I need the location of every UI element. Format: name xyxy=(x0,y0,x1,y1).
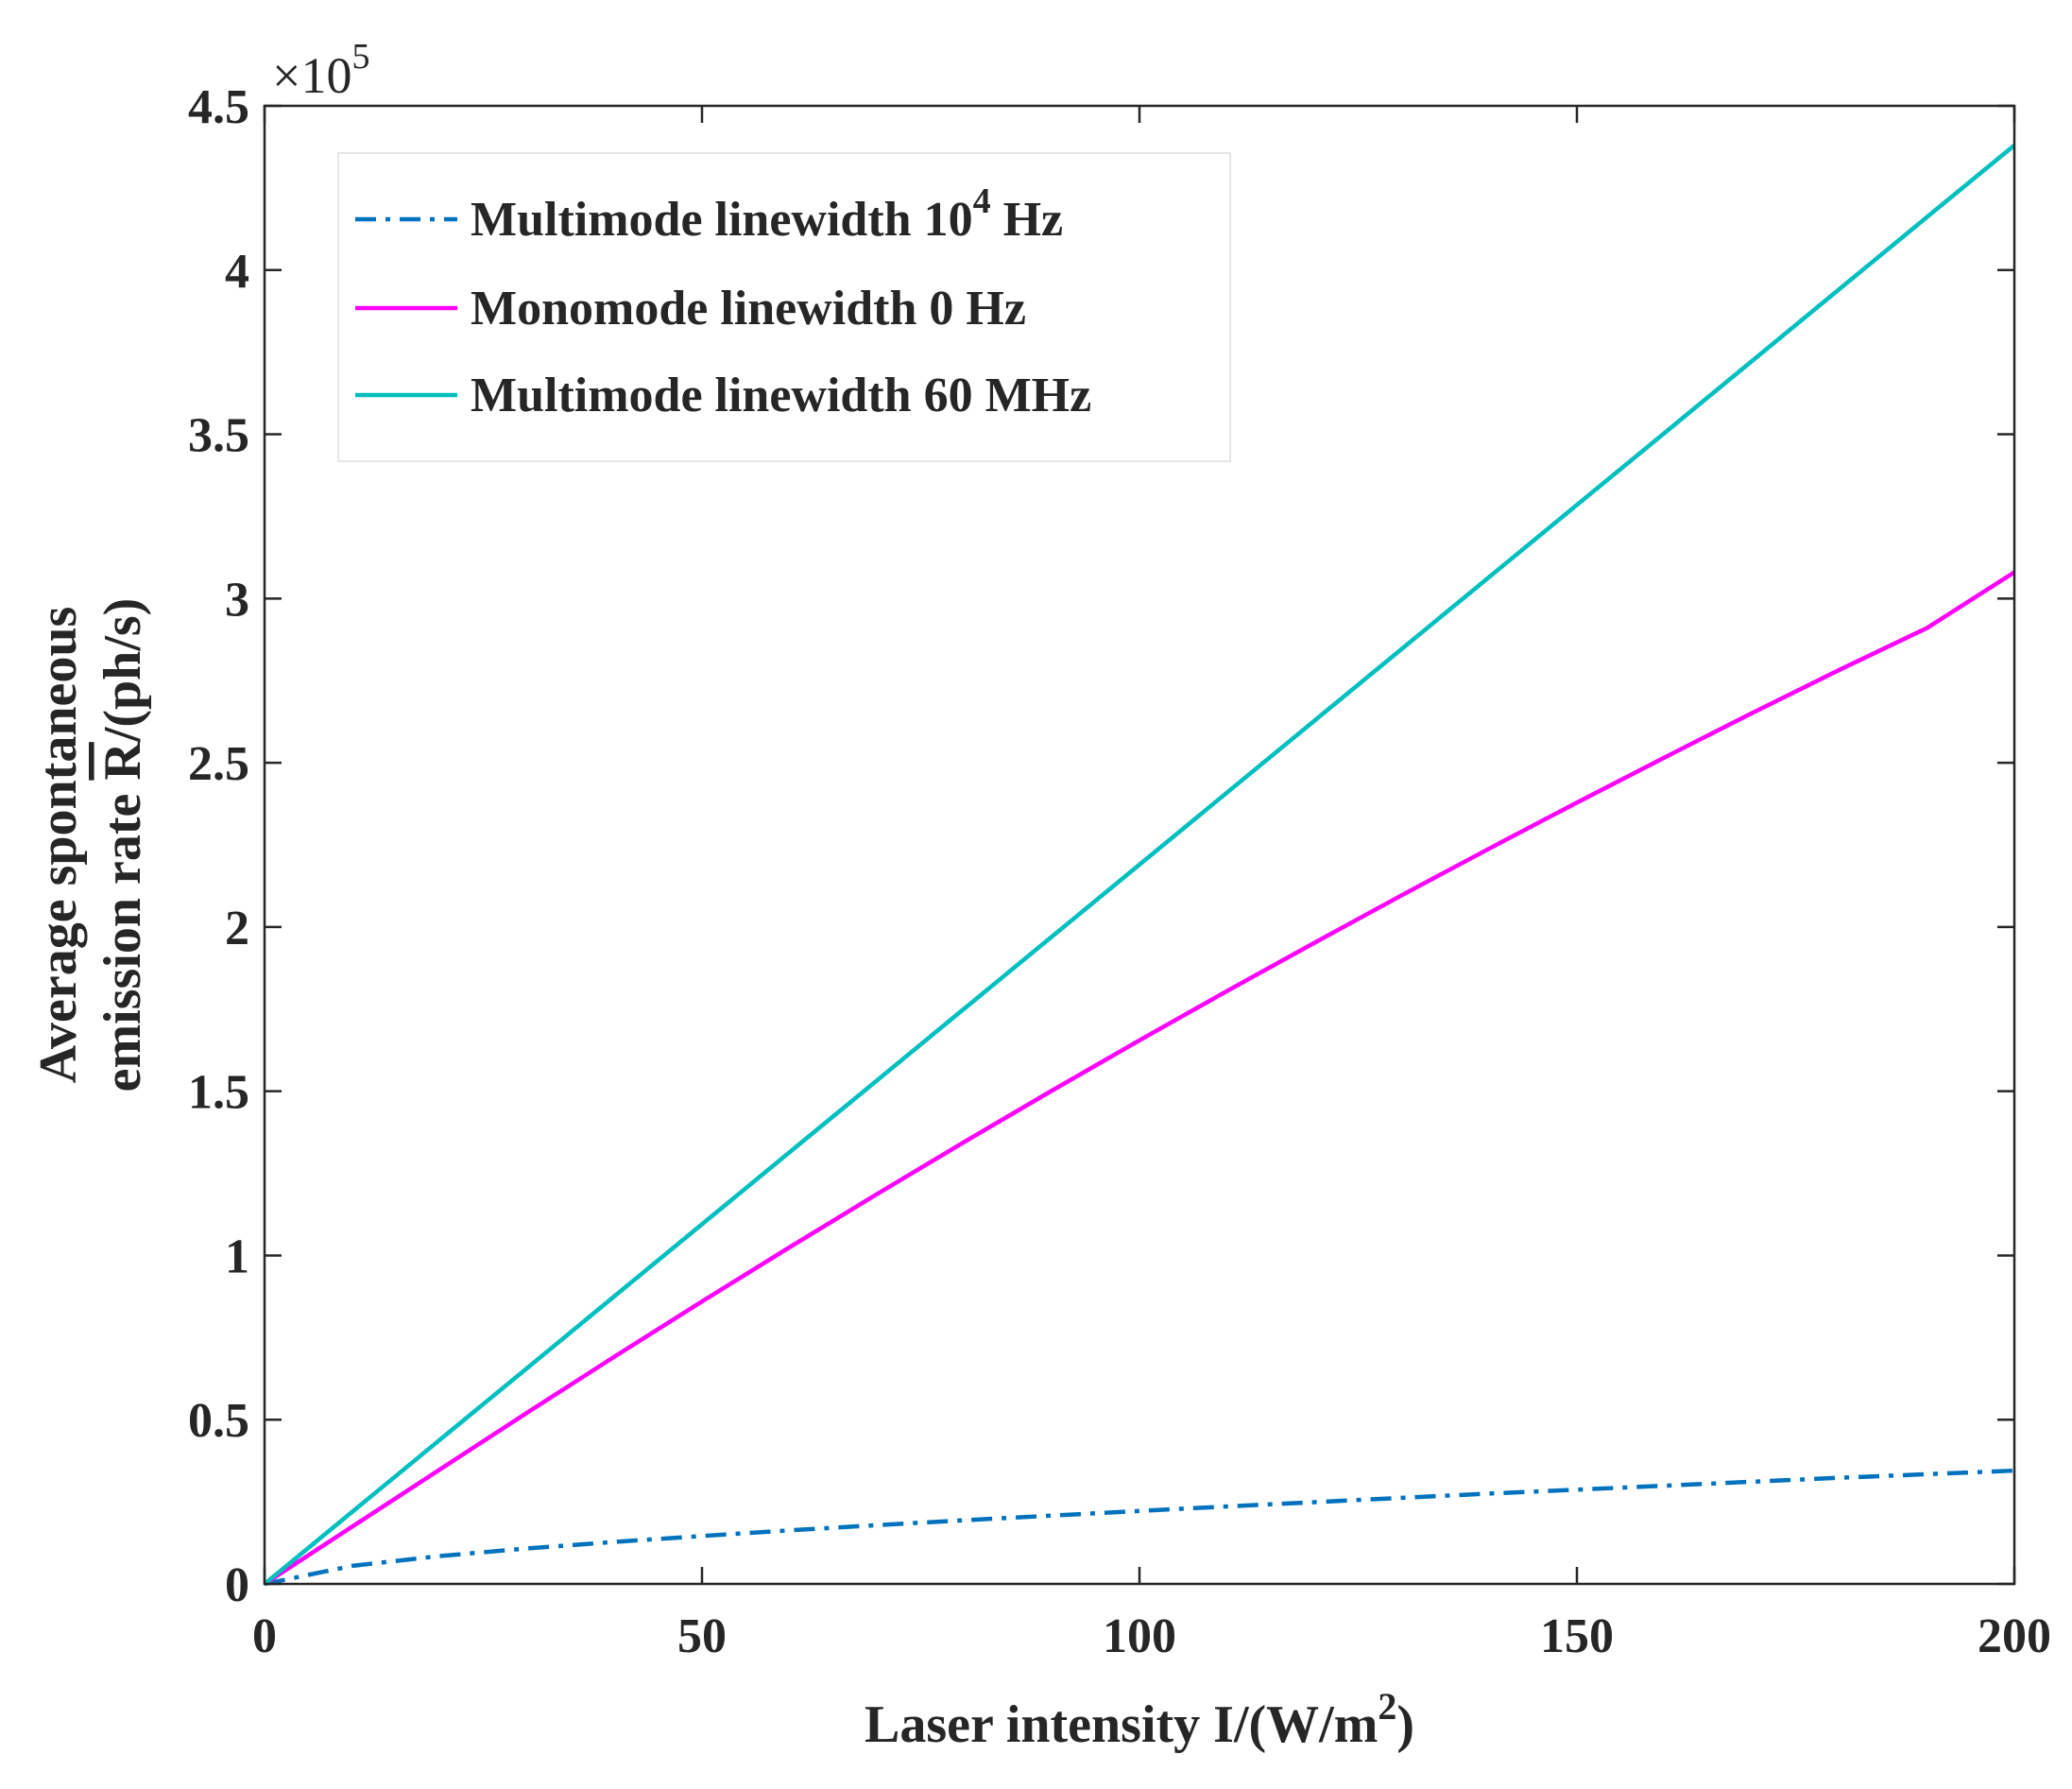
legend-box xyxy=(337,152,1231,462)
y-exponent-prefix: ×10 xyxy=(272,47,351,104)
y-tick-label: 0.5 xyxy=(188,1394,249,1448)
legend: Multimode linewidth 104 Hz Monomode line… xyxy=(337,152,1231,462)
x-axis-title-sup: 2 xyxy=(1378,1685,1396,1728)
x-axis-title: Laser intensity I/(W/m2) xyxy=(865,1685,1414,1754)
y-tick-label: 3.5 xyxy=(188,409,249,463)
x-tick-label: 200 xyxy=(1978,1609,2051,1663)
y-axis-title-line2-suffix: /(ph/s) xyxy=(94,598,152,744)
y-axis-title-line1: Average spontaneous xyxy=(29,607,88,1084)
x-axis: 0 50 100 150 200 xyxy=(252,106,2051,1663)
x-axis-title-end: ) xyxy=(1396,1695,1414,1754)
y-exponent: ×105 xyxy=(272,37,369,104)
y-exponent-power: 5 xyxy=(351,37,369,77)
y-axis-title-line2-prefix: emission rate xyxy=(94,781,152,1092)
y-tick-label: 4.5 xyxy=(188,80,249,134)
x-tick-label: 100 xyxy=(1103,1609,1176,1663)
legend-label-multimode-10e4-base: Multimode linewidth 10 xyxy=(471,193,973,247)
y-tick-label: 1 xyxy=(225,1230,249,1283)
y-tick-label: 2.5 xyxy=(188,737,249,791)
y-tick-label: 1.5 xyxy=(188,1066,249,1120)
legend-label-multimode-10e4-suffix: Hz xyxy=(991,193,1064,247)
series-line-1 xyxy=(263,570,2016,1586)
y-axis: 0 0.5 1 1.5 2 2.5 3 3.5 4 4.5 xyxy=(188,80,2014,1612)
series-line-2 xyxy=(263,143,2016,1586)
y-tick-label: 3 xyxy=(225,573,249,627)
axes-box xyxy=(263,104,2016,1586)
legend-label-multimode-10e4-sup: 4 xyxy=(973,181,991,221)
y-tick-label: 4 xyxy=(225,245,249,299)
y-axis-title: Average spontaneous emission rate R/(ph/… xyxy=(29,598,152,1092)
y-axis-title-symbol: R xyxy=(94,742,152,781)
x-tick-label: 50 xyxy=(677,1609,727,1663)
y-tick-label: 2 xyxy=(225,902,249,955)
legend-label-multimode-10e4: Multimode linewidth 104 Hz xyxy=(471,181,1063,247)
x-tick-label: 150 xyxy=(1540,1609,1614,1663)
y-axis-title-line2: emission rate R/(ph/s) xyxy=(94,598,152,1092)
y-tick-label: 0 xyxy=(225,1558,249,1612)
x-axis-title-base: Laser intensity I/(W/m xyxy=(865,1695,1378,1754)
series-layer xyxy=(263,143,2016,1587)
legend-label-monomode: Monomode linewidth 0 Hz xyxy=(471,282,1026,335)
legend-label-multimode-60mhz: Multimode linewidth 60 MHz xyxy=(471,369,1091,422)
x-tick-label: 0 xyxy=(252,1609,277,1663)
